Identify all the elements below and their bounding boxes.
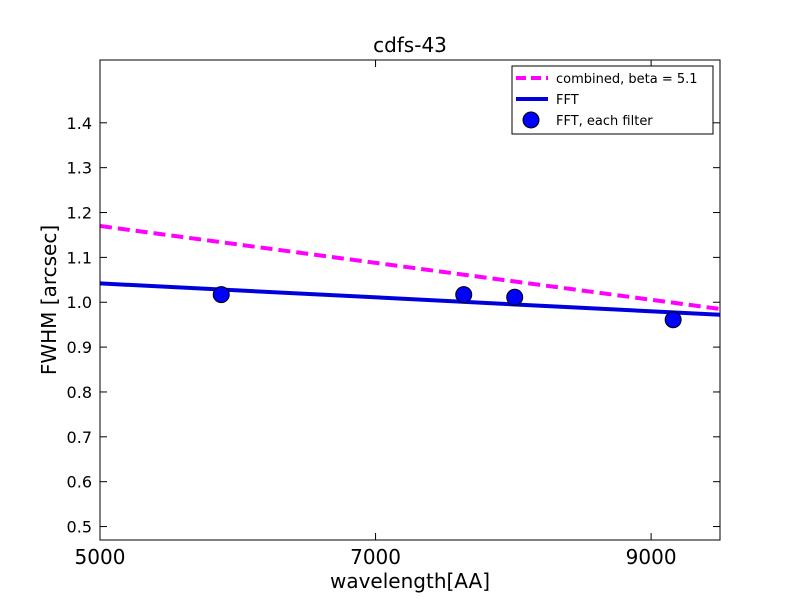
- y-tick-label: 1.2: [67, 204, 92, 223]
- y-tick-label: 0.5: [67, 518, 92, 537]
- y-axis-label: FWHM [arcsec]: [37, 225, 61, 375]
- x-tick-label: 5000: [75, 545, 126, 569]
- x-axis-label: wavelength[AA]: [330, 569, 490, 593]
- scatter-point: [455, 286, 473, 304]
- series-line-1: [100, 281, 720, 317]
- scatter-point: [212, 286, 230, 304]
- plot-frame: [99, 59, 721, 541]
- y-tick-label: 1.3: [67, 159, 92, 178]
- y-tick-label: 1.0: [67, 293, 92, 312]
- series-line-0: [100, 223, 720, 311]
- legend-swatch-2: [522, 111, 540, 129]
- legend-label-2: FFT, each filter: [556, 114, 653, 129]
- y-tick-label: 0.6: [67, 473, 92, 492]
- data-layer: [100, 223, 720, 329]
- scatter-point: [664, 311, 682, 329]
- y-tick-label: 1.4: [67, 114, 92, 133]
- legend-label-1: FFT: [556, 93, 579, 108]
- chart-title: cdfs-43: [373, 33, 447, 57]
- x-tick-label: 9000: [626, 545, 677, 569]
- y-tick-label: 0.7: [67, 428, 92, 447]
- x-tick-label: 7000: [350, 545, 401, 569]
- legend-label-0: combined, beta = 5.1: [556, 72, 698, 87]
- y-tick-label: 0.9: [67, 338, 92, 357]
- y-tick-label: 1.1: [67, 248, 92, 267]
- y-tick-label: 0.8: [67, 383, 92, 402]
- legend-box: [511, 65, 714, 135]
- scatter-point: [506, 288, 524, 306]
